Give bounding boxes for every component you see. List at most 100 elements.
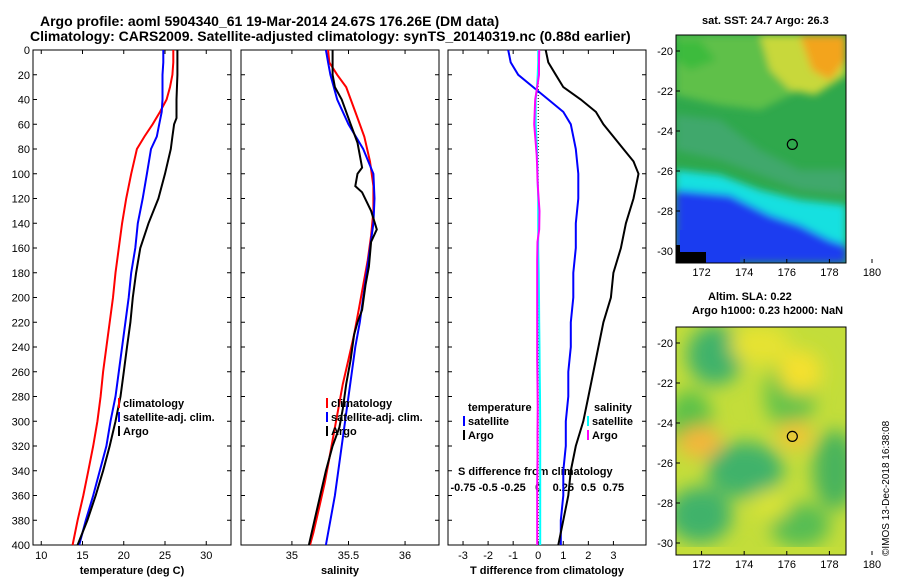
y-tick-label: 380 (12, 515, 30, 527)
legend-entry: Argo (123, 426, 149, 438)
map-x-tick-label: 178 (820, 267, 838, 279)
sst-map-panel: 172 174 176 178 180 -20 -22 -24 -26 -28 -30 (657, 34, 881, 279)
legend-entry: satellite (592, 416, 633, 428)
salinity-profile-panel: 35 35.5 36 salinity climatology satellite-adj… (240, 49, 440, 577)
map-y-tick-label: -22 (657, 86, 673, 98)
map-x-tick-label: 174 (735, 559, 753, 571)
x-tick-label: -3 (458, 550, 468, 562)
map-x-tick-label: 172 (692, 559, 710, 571)
map-y-tick-label: -20 (657, 46, 673, 58)
legend-entry: satellite (468, 416, 509, 428)
y-tick-label: 20 (18, 70, 30, 82)
y-tick-label: 100 (12, 169, 30, 181)
map-x-tick-label: 180 (863, 559, 881, 571)
map-x-tick-label: 180 (863, 267, 881, 279)
map-y-tick-label: -28 (657, 206, 673, 218)
difference-series-temperature-argo (544, 49, 640, 546)
y-tick-label: 180 (12, 268, 30, 280)
temperature-series-satellite-adj-clim- (78, 50, 165, 546)
y-tick-label: 360 (12, 491, 30, 503)
y-tick-label: 300 (12, 416, 30, 428)
legend-entry: climatology (331, 398, 393, 410)
x-tick-label: 10 (35, 550, 47, 562)
sla-argo-location-marker (786, 430, 798, 442)
y-tick-label: 220 (12, 317, 30, 329)
y-tick-label: 200 (12, 293, 30, 305)
map-x-tick-label: 176 (778, 559, 796, 571)
y-tick-label: 0 (24, 45, 30, 57)
map-y-tick-label: -28 (657, 498, 673, 510)
map-y-tick-label: -26 (657, 458, 673, 470)
salinity-legend: climatology satellite-adj. clim. Argo (326, 398, 423, 438)
x2-tick-label: -0.5 (479, 482, 498, 494)
x-tick-label: -2 (483, 550, 493, 562)
x2-tick-label: -0.25 (501, 482, 526, 494)
map-y-tick-label: -24 (657, 126, 673, 138)
sla-map-panel: 172 174 176 178 180 -20 -22 -24 -26 -28 -30 (657, 326, 881, 571)
salinity-x-ticks: 35 35.5 36 (286, 50, 411, 562)
x-tick-label: -1 (508, 550, 518, 562)
map-x-tick-label: 174 (735, 267, 753, 279)
x-tick-label: 35 (286, 550, 298, 562)
salinity-x-axis-label: salinity (321, 565, 360, 577)
sst-map-title: sat. SST: 24.7 Argo: 26.3 (702, 15, 829, 27)
salinity-plot-frame (240, 49, 440, 546)
x-tick-label: 30 (200, 550, 212, 562)
salinity-y-ticks (241, 49, 439, 546)
sla-map-title: Altim. SLA: 0.22 (708, 291, 792, 303)
y-tick-label: 320 (12, 441, 30, 453)
temperature-series-climatology (71, 50, 175, 546)
sla-map-image (676, 327, 846, 555)
temperature-x-ticks: 10 15 20 25 30 (35, 50, 212, 562)
map-y-tick-label: -26 (657, 166, 673, 178)
y-tick-label: 60 (18, 119, 30, 131)
difference-series-salinity-argo (533, 49, 541, 545)
x-tick-label: 25 (159, 550, 171, 562)
map-y-tick-label: -24 (657, 418, 673, 430)
temperature-x-axis-label: temperature (deg C) (80, 565, 185, 577)
x-tick-label: 35.5 (338, 550, 359, 562)
y-tick-label: 280 (12, 392, 30, 404)
temperature-y-ticks: 0 20 40 60 80 100 120 140 160 180 200 220 240 260 280 3… (12, 45, 231, 552)
figure-title-line2: Climatology: CARS2009. Satellite-adjuste… (30, 28, 631, 44)
map-x-tick-label: 172 (692, 267, 710, 279)
map-x-tick-label: 176 (778, 267, 796, 279)
y-tick-label: 120 (12, 194, 30, 206)
sla-map-subtitle: Argo h1000: 0.23 h2000: NaN (692, 305, 844, 317)
legend-salinity-heading: salinity (594, 402, 633, 414)
temperature-series-argo (76, 50, 179, 546)
x-tick-label: 3 (610, 550, 616, 562)
y-tick-label: 80 (18, 144, 30, 156)
legend-entry: Argo (331, 426, 357, 438)
y-tick-label: 160 (12, 243, 30, 255)
legend-entry: Argo (468, 430, 494, 442)
map-y-tick-label: -30 (657, 246, 673, 258)
y-tick-label: 400 (12, 540, 30, 552)
x-tick-label: 0 (535, 550, 541, 562)
map-y-tick-label: -22 (657, 378, 673, 390)
y-tick-label: 240 (12, 342, 30, 354)
x-tick-label: 20 (118, 550, 130, 562)
x-tick-label: 1 (560, 550, 566, 562)
difference-x-axis-label: T difference from climatology (470, 565, 625, 577)
x-tick-label: 36 (399, 550, 411, 562)
temperature-profile-panel: 0 20 40 60 80 100 120 140 160 180 200 220 240 260 280 3… (12, 45, 232, 577)
imos-credit: ©IMOS 13-Dec-2018 16:38:08 (881, 420, 892, 556)
legend-entry: Argo (592, 430, 618, 442)
x2-tick-label: 0.75 (603, 482, 624, 494)
y-tick-label: 340 (12, 466, 30, 478)
difference-x-ticks: -3 -2 -1 0 1 2 3 (458, 50, 616, 562)
x-tick-label: 15 (76, 550, 88, 562)
difference-y-ticks (448, 49, 646, 546)
legend-temperature-heading: temperature (468, 402, 532, 414)
y-tick-label: 40 (18, 95, 30, 107)
y-tick-label: 140 (12, 218, 30, 230)
difference-profile-panel: -3 -2 -1 0 1 2 3 T difference from climatology S… (447, 49, 647, 577)
legend-entry: satellite-adj. clim. (331, 412, 423, 424)
sst-map-image (676, 35, 846, 263)
y-tick-label: 260 (12, 367, 30, 379)
map-y-tick-label: -30 (657, 538, 673, 550)
legend-entry: satellite-adj. clim. (123, 412, 215, 424)
x2-tick-label: 0 (535, 482, 541, 494)
